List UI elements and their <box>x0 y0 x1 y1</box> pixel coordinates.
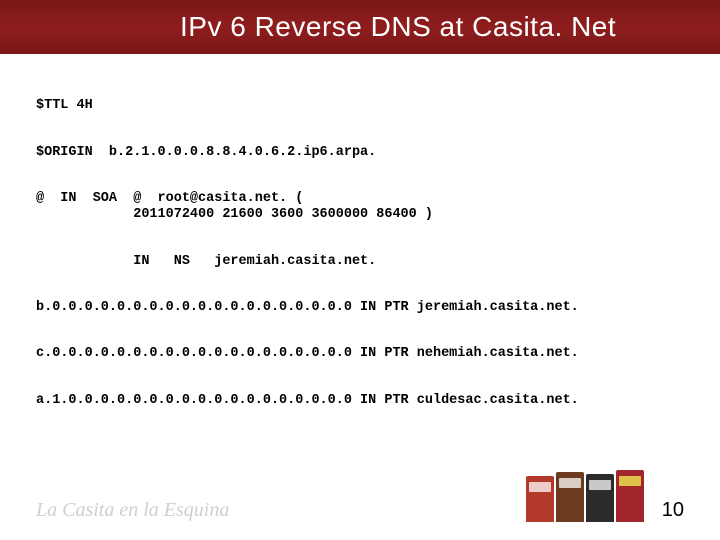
title-bar: IPv 6 Reverse DNS at Casita. Net <box>0 0 720 54</box>
soa-line-1: @ IN SOA @ root@casita.net. ( <box>36 191 303 206</box>
ptr-record-3: a.1.0.0.0.0.0.0.0.0.0.0.0.0.0.0.0.0.0.0 … <box>36 393 684 409</box>
coffee-bag-icon <box>616 470 644 522</box>
ns-line: IN NS jeremiah.casita.net. <box>36 254 684 270</box>
footer: La Casita en la Esquina 10 <box>36 470 684 522</box>
soa-block: @ IN SOA @ root@casita.net. ( 2011072400… <box>36 191 684 223</box>
slide-title: IPv 6 Reverse DNS at Casita. Net <box>180 11 616 43</box>
page-number: 10 <box>662 499 684 522</box>
slide: IPv 6 Reverse DNS at Casita. Net $TTL 4H… <box>0 0 720 540</box>
zone-file-content: $TTL 4H $ORIGIN b.2.1.0.0.0.8.8.4.0.6.2.… <box>0 54 720 455</box>
ptr-record-1: b.0.0.0.0.0.0.0.0.0.0.0.0.0.0.0.0.0.0.0 … <box>36 300 684 316</box>
footer-tagline: La Casita en la Esquina <box>36 499 229 522</box>
origin-line: $ORIGIN b.2.1.0.0.0.8.8.4.0.6.2.ip6.arpa… <box>36 145 684 161</box>
coffee-bag-icon <box>526 476 554 522</box>
footer-image <box>526 470 644 522</box>
ptr-record-2: c.0.0.0.0.0.0.0.0.0.0.0.0.0.0.0.0.0.0.0 … <box>36 346 684 362</box>
soa-line-2: 2011072400 21600 3600 3600000 86400 ) <box>36 207 433 222</box>
coffee-bag-icon <box>586 474 614 522</box>
coffee-bag-icon <box>556 472 584 522</box>
ttl-line: $TTL 4H <box>36 98 684 114</box>
